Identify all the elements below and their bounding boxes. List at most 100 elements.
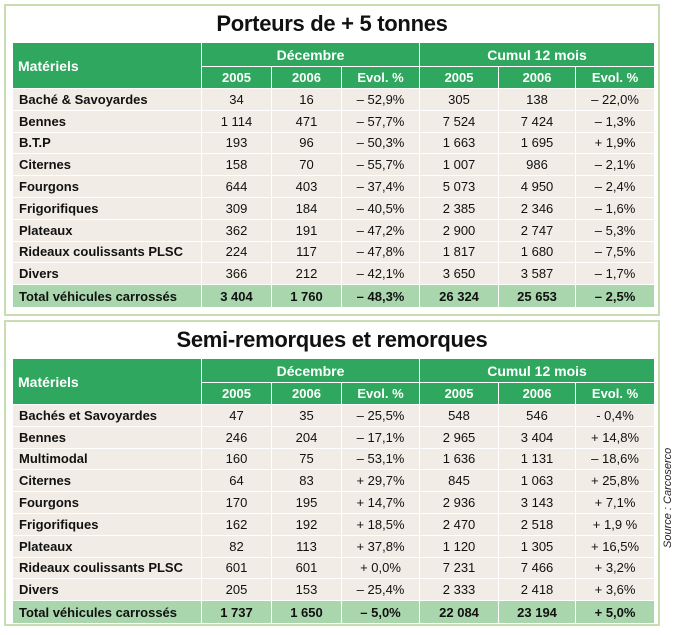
table-cell: 205: [201, 578, 272, 602]
table-cell: 82: [201, 534, 272, 558]
table-cell: 2 900: [419, 218, 500, 242]
table-cell: 7 524: [419, 109, 500, 133]
table-row: Rideaux coulissants PLSC 224 117– 47,8% 1 8…: [12, 240, 656, 264]
table-cell: 113: [271, 534, 342, 558]
table-cell: 601: [271, 556, 342, 580]
total-row: Total véhicules carrossés 1 737 1 650 – …: [12, 600, 656, 625]
total-cell: 26 324: [419, 284, 500, 309]
table-cell: 1 695: [498, 131, 577, 155]
table-cell: + 1,9%: [575, 131, 656, 155]
table-cell: – 17,1%: [340, 425, 421, 449]
header-decembre: Décembre: [200, 358, 421, 383]
table-cell: 3 650: [419, 262, 500, 286]
table-cell: 845: [419, 469, 500, 493]
row-label: B.T.P: [12, 131, 202, 155]
row-label: Plateaux: [12, 534, 202, 558]
table-cell: 4 950: [498, 175, 577, 198]
table-cell: 3 143: [498, 491, 577, 514]
table-cell: 34: [201, 88, 272, 111]
total-cell: 22 084: [419, 600, 500, 625]
row-label: Rideaux coulissants PLSC: [12, 240, 202, 264]
table-cell: 7 231: [419, 556, 500, 580]
table-cell: 35: [271, 404, 342, 427]
header-evol: Evol. %: [575, 66, 656, 89]
table-cell: + 14,7%: [340, 491, 421, 514]
table-cell: 7 424: [498, 109, 577, 133]
header-materiels: Matériels: [12, 42, 202, 89]
total-cell: 3 404: [201, 284, 272, 309]
table-cell: 309: [201, 196, 272, 220]
row-label: Fourgons: [12, 175, 202, 198]
table-cell: – 50,3%: [340, 131, 421, 155]
header-2006: 2006: [271, 382, 342, 405]
table-row: Plateaux 362 191– 47,2% 2 900 2 747– 5,3%: [12, 218, 656, 242]
semi-remorques-table: Matériels Décembre Cumul 12 mois 2005 20…: [12, 358, 656, 625]
total-cell: 23 194: [498, 600, 577, 625]
table-cell: 70: [271, 153, 342, 177]
header-2005: 2005: [419, 66, 500, 89]
table-cell: 2 470: [419, 512, 500, 536]
table-cell: 546: [498, 404, 577, 427]
table-cell: + 1,9 %: [575, 512, 656, 536]
table-cell: 184: [271, 196, 342, 220]
table-cell: 1 680: [498, 240, 577, 264]
table-cell: - 0,4%: [575, 404, 656, 427]
table-cell: 1 305: [498, 534, 577, 558]
table-cell: 2 747: [498, 218, 577, 242]
table-cell: – 42,1%: [340, 262, 421, 286]
header-2006: 2006: [498, 382, 577, 405]
table-row: Fourgons 644 403– 37,4% 5 073 4 950– 2,4%: [12, 175, 656, 198]
row-label: Citernes: [12, 469, 202, 493]
table-row: Bennes 246 204– 17,1% 2 965 3 404 + 14,8%: [12, 425, 656, 449]
table-cell: – 7,5%: [575, 240, 656, 264]
table-cell: + 0,0%: [340, 556, 421, 580]
table-cell: + 29,7%: [340, 469, 421, 493]
table-cell: 362: [201, 218, 272, 242]
table-cell: 1 007: [419, 153, 500, 177]
table-cell: 2 418: [498, 578, 577, 602]
table-cell: 1 120: [419, 534, 500, 558]
table-cell: 2 333: [419, 578, 500, 602]
table-cell: + 3,6%: [575, 578, 656, 602]
table-cell: – 18,6%: [575, 447, 656, 471]
table-cell: – 53,1%: [340, 447, 421, 471]
total-cell: 1 760: [271, 284, 342, 309]
table-cell: 1 131: [498, 447, 577, 471]
row-label: Frigorifiques: [12, 196, 202, 220]
table-cell: 2 936: [419, 491, 500, 514]
table-cell: 5 073: [419, 175, 500, 198]
semi-remorques-body: Bachés et Savoyardes 47 35– 25,5% 548 546- 0…: [12, 404, 656, 602]
header-cumul: Cumul 12 mois: [419, 42, 656, 67]
table-cell: 246: [201, 425, 272, 449]
table-cell: 117: [271, 240, 342, 264]
porteurs-title: Porteurs de + 5 tonnes: [216, 11, 448, 36]
porteurs-table: Matériels Décembre Cumul 12 mois 2005 20…: [12, 42, 656, 309]
table-row: Rideaux coulissants PLSC 601 601 + 0,0% 7 23…: [12, 556, 656, 580]
table-cell: 192: [271, 512, 342, 536]
row-label: Citernes: [12, 153, 202, 177]
table-cell: – 40,5%: [340, 196, 421, 220]
table-cell: – 1,3%: [575, 109, 656, 133]
table-cell: 2 385: [419, 196, 500, 220]
table-cell: 162: [201, 512, 272, 536]
table-row: Frigorifiques 162 192 + 18,5% 2 470 2 518 + 1,…: [12, 512, 656, 536]
header-2006: 2006: [271, 66, 342, 89]
table-cell: 403: [271, 175, 342, 198]
table-cell: 158: [201, 153, 272, 177]
row-label: Divers: [12, 262, 202, 286]
table-cell: 548: [419, 404, 500, 427]
table-cell: 75: [271, 447, 342, 471]
row-label: Plateaux: [12, 218, 202, 242]
table-cell: – 57,7%: [340, 109, 421, 133]
table-cell: 47: [201, 404, 272, 427]
table-cell: 1 063: [498, 469, 577, 493]
porteurs-body: Baché & Savoyardes 34 16– 52,9% 305 138– 22,…: [12, 88, 656, 286]
header-2006: 2006: [498, 66, 577, 89]
total-label: Total véhicules carrossés: [12, 284, 202, 309]
row-label: Fourgons: [12, 491, 202, 514]
table-row: Plateaux 82 113 + 37,8% 1 120 1 305 + 16,5%: [12, 534, 656, 558]
table-cell: 170: [201, 491, 272, 514]
table-cell: 1 663: [419, 131, 500, 155]
table-cell: 16: [271, 88, 342, 111]
table-row: Bachés et Savoyardes 47 35– 25,5% 548 546- 0…: [12, 404, 656, 427]
